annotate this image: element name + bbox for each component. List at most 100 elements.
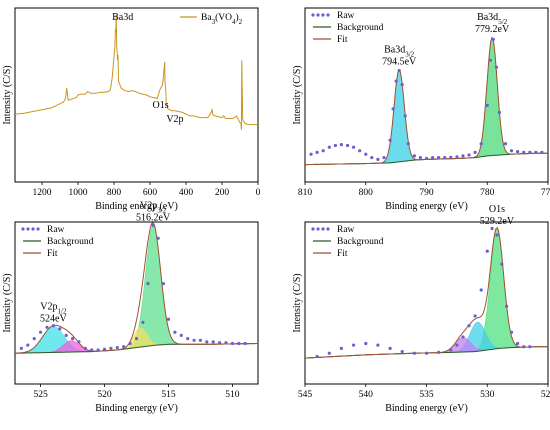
- legend-label-background: Background: [337, 23, 384, 33]
- plot-area: [15, 14, 258, 130]
- raw-data-point: [141, 320, 145, 324]
- raw-data-point: [156, 236, 160, 240]
- raw-data-point: [321, 149, 325, 153]
- raw-data-point: [400, 83, 404, 87]
- raw-data-point: [315, 150, 319, 154]
- raw-data-point: [406, 142, 410, 146]
- raw-data-point: [449, 348, 453, 352]
- raw-data-point: [315, 354, 319, 359]
- raw-data-point: [345, 143, 350, 148]
- raw-data-point: [161, 282, 165, 286]
- x-tick-label: 800: [359, 188, 374, 198]
- x-tick-label: 545: [298, 390, 313, 400]
- raw-data-point: [516, 341, 520, 346]
- raw-data-point: [382, 156, 386, 160]
- raw-data-point: [449, 155, 453, 159]
- annotation-v2p: V2p: [166, 114, 183, 125]
- raw-data-point: [473, 150, 477, 154]
- x-tick-label: 1200: [33, 188, 52, 198]
- raw-data-point: [431, 156, 435, 160]
- panel-survey: 1200 1000 800 600 400 200 0 Binding energy (eV)…: [2, 7, 261, 212]
- x-tick-label: 200: [215, 188, 230, 198]
- raw-data-point: [230, 341, 234, 346]
- raw-data-point: [534, 150, 538, 154]
- legend-label-survey: Ba3(VO4)2: [201, 12, 243, 26]
- fit-envelope-line: [15, 222, 258, 354]
- annotation-o1s: O1s: [153, 100, 169, 111]
- raw-data-point: [424, 351, 429, 355]
- raw-data-point: [32, 337, 36, 341]
- legend-swatch-raw: [311, 13, 315, 17]
- raw-data-point: [327, 351, 331, 355]
- raw-data-point: [146, 282, 150, 286]
- raw-data-point: [497, 110, 501, 114]
- raw-data-point: [455, 343, 459, 347]
- raw-data-point: [26, 343, 30, 347]
- x-tick-label: 810: [298, 188, 313, 198]
- plot-area: [305, 226, 548, 359]
- raw-data-point: [198, 338, 202, 342]
- raw-data-point: [516, 150, 520, 154]
- legend-swatch-raw: [316, 227, 320, 231]
- x-tick-label: 520: [97, 390, 112, 400]
- legend-swatch-raw: [26, 227, 30, 231]
- legend-swatch-raw: [21, 227, 25, 231]
- x-tick-label: 790: [419, 188, 434, 198]
- plot-frame: [14, 221, 259, 385]
- plot-frame: [14, 7, 259, 183]
- raw-data-point: [327, 145, 331, 149]
- raw-data-point: [134, 337, 139, 341]
- raw-data-point: [166, 317, 171, 321]
- raw-data-point: [218, 341, 222, 345]
- raw-data-point: [455, 155, 459, 159]
- raw-data-point: [128, 341, 132, 346]
- raw-data-point: [479, 142, 483, 146]
- raw-data-point: [522, 150, 526, 154]
- raw-data-point: [494, 65, 498, 69]
- raw-data-point: [83, 346, 87, 350]
- raw-data-point: [96, 348, 100, 352]
- legend-swatch-raw: [326, 227, 330, 231]
- legend-label-fit: Fit: [337, 249, 348, 259]
- panel-ba3d: 810 800 790 780 770 Binding energy (eV) Intens…: [292, 7, 550, 212]
- raw-data-point: [418, 156, 422, 160]
- raw-data-point: [358, 149, 362, 153]
- raw-data-point: [39, 330, 43, 334]
- raw-data-point: [485, 249, 489, 253]
- x-tick-label: 535: [419, 390, 434, 400]
- raw-data-point: [540, 150, 544, 154]
- raw-data-point: [45, 325, 49, 329]
- raw-data-point: [339, 143, 343, 147]
- peak-label-value: 516.2eV: [136, 213, 171, 224]
- raw-data-point: [495, 233, 499, 237]
- legend-label-raw: Raw: [337, 11, 355, 21]
- raw-data-point: [151, 223, 155, 227]
- y-axis-label: Intensity (C/S): [292, 273, 303, 332]
- peak-label-name: V2p3/2: [140, 201, 167, 215]
- annotation-ba3d: Ba3d: [112, 12, 133, 23]
- legend-swatch-raw: [31, 227, 35, 231]
- raw-data-point: [424, 156, 429, 161]
- raw-data-point: [388, 138, 392, 142]
- raw-data-point: [376, 343, 380, 347]
- raw-data-point: [400, 350, 404, 354]
- raw-data-point: [491, 37, 495, 41]
- raw-data-point: [505, 304, 509, 308]
- y-axis-label: Intensity (C/S): [2, 273, 13, 332]
- x-tick-label: 400: [179, 188, 194, 198]
- peak-label-value: 794.5eV: [382, 57, 417, 68]
- raw-data-point: [412, 351, 416, 355]
- raw-data-point: [243, 341, 247, 346]
- x-axis-label: Binding energy (eV): [385, 403, 468, 414]
- survey-spectrum-line: [15, 14, 258, 130]
- raw-data-point: [528, 150, 532, 154]
- raw-data-point: [364, 341, 368, 346]
- raw-data-point: [528, 345, 532, 349]
- x-tick-label: 525: [33, 390, 48, 400]
- x-tick-label: 540: [359, 390, 374, 400]
- legend-label-background: Background: [337, 237, 384, 247]
- raw-data-point: [352, 343, 356, 347]
- raw-data-point: [211, 340, 215, 344]
- raw-data-point: [115, 346, 119, 350]
- panel-o1s: 545 540 535 530 525 Binding energy (eV) Intens…: [292, 204, 550, 414]
